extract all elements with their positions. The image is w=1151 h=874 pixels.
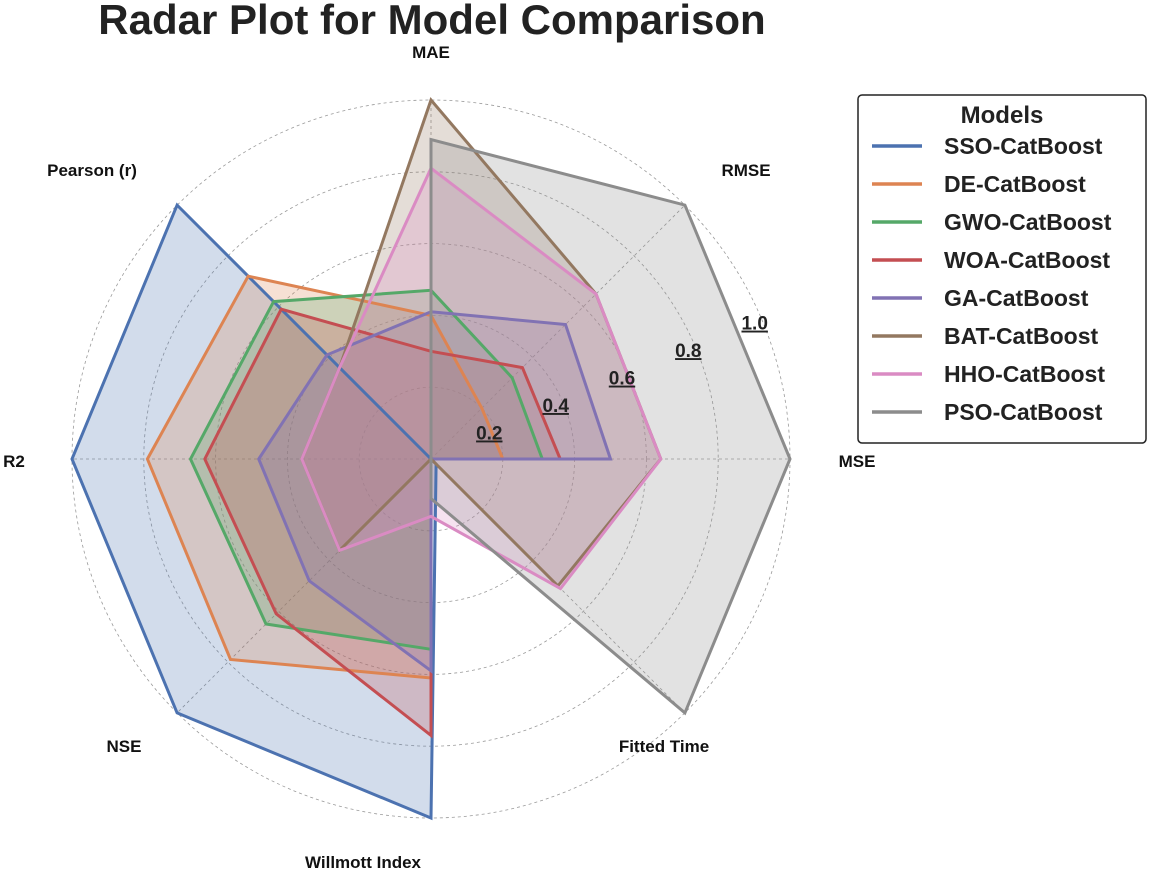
axis-label-mae: MAE — [412, 43, 450, 62]
axis-label-willmott-index: Willmott Index — [305, 853, 422, 872]
legend-label-woa-catboost: WOA-CatBoost — [944, 247, 1110, 273]
legend-label-pso-catboost: PSO-CatBoost — [944, 399, 1103, 425]
legend: Models SSO-CatBoost DE-CatBoost GWO-CatBoo… — [857, 94, 1147, 444]
chart-title: Radar Plot for Model Comparison — [98, 0, 765, 43]
series-layer — [70, 97, 792, 821]
series-fill-de-catboost — [147, 276, 503, 678]
series-fill-pso-catboost — [431, 139, 790, 713]
series-fill-woa-catboost — [204, 309, 561, 736]
axis-label-rmse: RMSE — [721, 161, 770, 180]
legend-frame — [857, 94, 1147, 444]
axis-label-r2: R2 — [3, 452, 25, 471]
series-line-ga-catboost — [257, 310, 613, 674]
radial-tick-1: 0.2 — [476, 424, 502, 445]
legend-items: SSO-CatBoost DE-CatBoost GWO-CatBoost WOA-C… — [872, 133, 1112, 425]
axis-label-nse: NSE — [107, 737, 142, 756]
legend-label-ga-catboost: GA-CatBoost — [944, 285, 1089, 311]
series-line-pso-catboost — [429, 137, 792, 716]
legend-label-sso-catboost: SSO-CatBoost — [944, 133, 1103, 159]
series-line-hho-catboost — [300, 165, 663, 591]
axis-label-fitted-time: Fitted Time — [619, 737, 709, 756]
series-fill-gwo-catboost — [190, 290, 543, 650]
axis-label-pearson-r: Pearson (r) — [47, 161, 137, 180]
series-fill-hho-catboost — [301, 168, 661, 589]
legend-label-hho-catboost: HHO-CatBoost — [944, 361, 1105, 387]
radial-tick-labels: 0.2 0.4 0.6 0.8 1.0 — [476, 314, 768, 445]
series-fill-sso-catboost — [72, 205, 437, 819]
radial-tick-2: 0.4 — [542, 396, 569, 417]
radial-tick-4: 0.8 — [675, 341, 701, 362]
axis-labels: MSE RMSE MAE Pearson (r) R2 NSE Willmott Index… — [3, 43, 875, 872]
radial-tick-3: 0.6 — [609, 369, 635, 390]
legend-label-bat-catboost: BAT-CatBoost — [944, 323, 1099, 349]
axis-label-mse: MSE — [839, 452, 876, 471]
legend-title: Models — [961, 102, 1044, 129]
legend-label-gwo-catboost: GWO-CatBoost — [944, 209, 1112, 235]
legend-label-de-catboost: DE-CatBoost — [944, 171, 1086, 197]
radial-tick-5: 1.0 — [741, 314, 767, 335]
